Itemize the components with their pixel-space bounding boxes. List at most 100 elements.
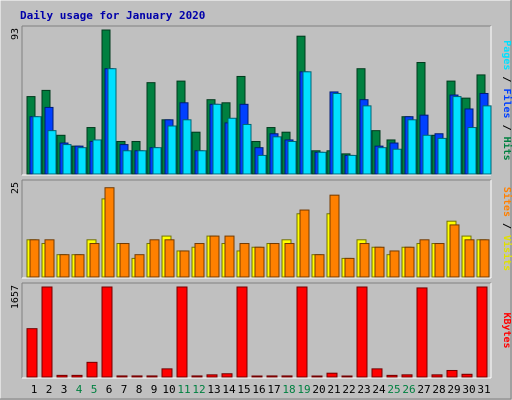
bar-sites-day-21 [329, 194, 340, 278]
x-tick-label-day-3: 3 [61, 383, 68, 396]
x-tick-label-day-9: 9 [151, 383, 158, 396]
x-tick-label-day-11: 11 [177, 383, 190, 396]
bar-sites-day-25 [389, 250, 400, 278]
x-tick-label-day-12: 12 [192, 383, 205, 396]
bar-sites-day-17 [269, 243, 280, 278]
bar-pages-day-9 [152, 147, 162, 175]
bar-pages-day-27 [422, 134, 432, 175]
x-tick-label-day-24: 24 [372, 383, 386, 396]
x-tick-label-day-2: 2 [46, 383, 53, 396]
x-axis: 1 2 3 4 5 6 7 8 9 10 11 12 13 14 15 16 17 18 19 20 21 22 23 24 2… [31, 383, 491, 396]
bar-kbytes-day-7 [116, 375, 128, 378]
bar-pages-day-26 [407, 119, 417, 175]
bar-sites-day-4 [74, 254, 85, 278]
bar-pages-day-2 [47, 130, 57, 175]
y-max-label: 1657 [10, 285, 21, 309]
legend-visits: Visits [501, 235, 512, 271]
bar-sites-day-6 [104, 187, 115, 278]
bar-sites-day-13 [209, 235, 220, 278]
bar-kbytes-day-4 [71, 374, 83, 378]
bar-pages-day-29 [452, 96, 462, 175]
bar-pages-day-3 [62, 144, 72, 175]
x-tick-label-day-4: 4 [76, 383, 83, 396]
bar-sites-day-19 [299, 209, 310, 278]
bar-kbytes-day-15 [236, 286, 248, 378]
bar-sites-day-29 [449, 224, 460, 278]
bar-pages-day-20 [317, 151, 327, 175]
x-tick-label-day-27: 27 [417, 383, 430, 396]
bar-kbytes-day-10 [161, 368, 173, 378]
x-tick-label-day-31: 31 [477, 383, 490, 396]
bar-kbytes-day-26 [401, 374, 413, 378]
bar-sites-day-9 [149, 239, 160, 278]
bar-pages-day-23 [362, 105, 372, 175]
x-tick-label-day-10: 10 [162, 383, 175, 396]
bar-pages-day-28 [437, 137, 447, 175]
bar-pages-day-22 [347, 154, 357, 175]
bar-kbytes-day-23 [356, 286, 368, 378]
bar-kbytes-day-8 [131, 375, 143, 378]
legend-separator: / [501, 119, 512, 137]
y-max-label: 25 [10, 182, 21, 194]
legend-separator: / [501, 70, 512, 88]
bar-pages-day-11 [182, 119, 192, 175]
bar-pages-day-10 [167, 125, 177, 175]
bar-kbytes-day-14 [221, 373, 233, 378]
x-tick-label-day-29: 29 [447, 383, 460, 396]
x-tick-label-day-25: 25 [387, 383, 400, 396]
bar-sites-day-23 [359, 243, 370, 278]
legend-files: Files [501, 88, 512, 118]
bar-sites-day-22 [344, 257, 355, 278]
bar-kbytes-day-3 [56, 374, 68, 378]
bar-sites-day-10 [164, 239, 175, 278]
bar-kbytes-day-5 [86, 361, 98, 378]
legend-sites: Sites [501, 187, 512, 217]
panel-middle: 25 Sites / Visits [10, 179, 512, 279]
bar-kbytes-day-22 [341, 375, 353, 378]
x-tick-label-day-26: 26 [402, 383, 415, 396]
bar-kbytes-day-25 [386, 374, 398, 378]
x-tick-label-day-17: 17 [267, 383, 280, 396]
bar-kbytes-day-9 [146, 375, 158, 378]
bar-kbytes-day-2 [41, 286, 53, 378]
side-legend-middle: Sites / Visits [501, 187, 512, 271]
bar-sites-day-28 [434, 243, 445, 278]
bar-kbytes-day-1 [26, 328, 38, 378]
bar-pages-day-19 [302, 71, 312, 175]
bar-pages-day-30 [467, 127, 477, 175]
x-tick-label-day-23: 23 [357, 383, 370, 396]
bar-kbytes-day-12 [191, 375, 203, 378]
bar-sites-day-20 [314, 254, 325, 278]
bar-sites-day-11 [179, 250, 190, 278]
bar-pages-day-31 [482, 105, 492, 175]
x-tick-label-day-13: 13 [207, 383, 220, 396]
bar-kbytes-day-20 [311, 375, 323, 378]
bar-pages-day-25 [392, 148, 402, 175]
bar-sites-day-5 [89, 243, 100, 278]
bar-pages-day-1 [32, 116, 42, 175]
bar-pages-day-13 [212, 103, 222, 175]
bar-kbytes-day-13 [206, 374, 218, 378]
bar-pages-day-4 [77, 147, 87, 175]
bar-pages-day-6 [107, 68, 117, 175]
plot-area [22, 283, 491, 378]
legend-separator: / [501, 217, 512, 235]
bar-kbytes-day-30 [461, 373, 473, 378]
bar-sites-day-8 [134, 254, 145, 278]
bar-sites-day-7 [119, 243, 130, 278]
bar-pages-day-8 [137, 150, 147, 175]
y-max-label: 93 [10, 28, 21, 40]
bar-kbytes-day-24 [371, 368, 383, 378]
bar-sites-day-26 [404, 246, 415, 278]
bar-kbytes-day-28 [431, 374, 443, 378]
x-tick-label-day-14: 14 [222, 383, 236, 396]
bar-pages-day-5 [92, 139, 102, 175]
bar-pages-day-21 [332, 92, 342, 175]
x-tick-label-day-7: 7 [121, 383, 128, 396]
x-tick-label-day-5: 5 [91, 383, 98, 396]
bar-kbytes-day-19 [296, 286, 308, 378]
bar-pages-day-17 [272, 136, 282, 175]
panel-top: 93 Pages / Files / Hits [10, 25, 512, 176]
x-tick-label-day-30: 30 [462, 383, 475, 396]
side-legend-top: Pages / Files / Hits [501, 40, 512, 160]
